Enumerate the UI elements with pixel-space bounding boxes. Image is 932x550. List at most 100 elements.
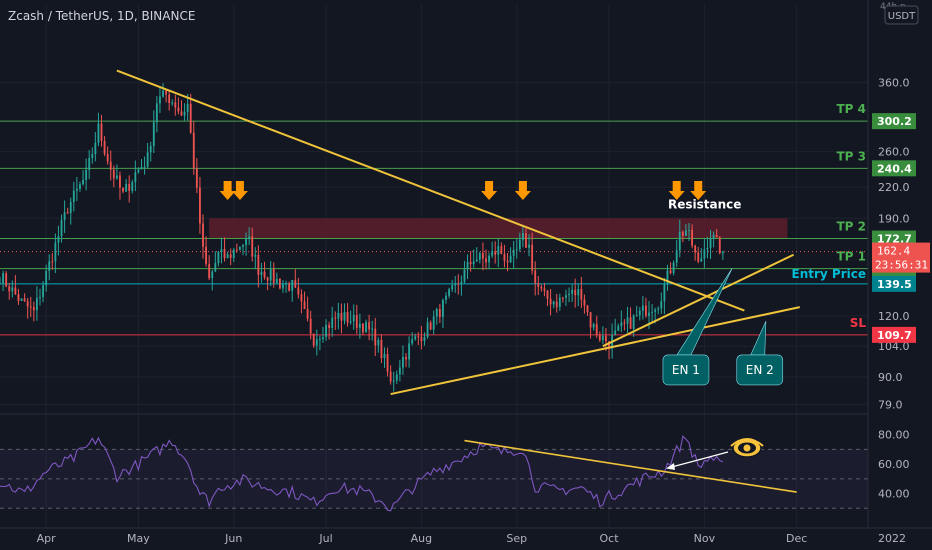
candle-body	[79, 184, 81, 189]
level-tag	[872, 113, 916, 130]
candle-body	[589, 312, 592, 328]
candle-body	[552, 301, 555, 305]
candle-body	[162, 90, 164, 97]
candle-body	[521, 233, 524, 240]
currency-button[interactable]: USDT	[888, 11, 916, 22]
candle-body	[518, 239, 521, 250]
trendline-ascending-long	[390, 306, 800, 396]
candle-body	[11, 287, 14, 292]
candle-body	[481, 253, 484, 259]
candle-body	[565, 295, 567, 298]
callout-box	[736, 354, 784, 386]
currency-button-frame[interactable]	[884, 5, 919, 25]
candle-body	[69, 201, 72, 214]
candle-body	[238, 246, 241, 250]
candle-body	[352, 314, 355, 322]
price-axis[interactable]: 360.0300.0260.0220.0190.0150.0120.0104.0…	[867, 0, 932, 528]
candle-body	[325, 324, 327, 338]
candle-body	[485, 258, 487, 263]
candle-body	[414, 336, 417, 340]
candle-body	[420, 336, 423, 342]
level-label: TP 4	[836, 102, 866, 116]
level-tag	[872, 160, 916, 177]
candle-body	[620, 322, 623, 326]
candle-body	[100, 123, 103, 142]
candle-body	[48, 261, 51, 271]
down-arrow-icon	[690, 181, 707, 201]
candle-body	[143, 166, 146, 168]
candle-body	[368, 322, 371, 330]
candle-body	[445, 295, 447, 300]
candle-body	[709, 238, 712, 248]
candle-body	[331, 317, 334, 329]
candle-body	[149, 145, 152, 153]
candle-body	[260, 271, 263, 275]
down-arrow-icon	[231, 181, 248, 201]
candle-body	[109, 161, 112, 170]
candle-body	[251, 236, 254, 257]
candle-body	[23, 298, 26, 301]
candle-body	[315, 339, 318, 346]
y-tick-label: 90.0	[878, 371, 903, 384]
eye-icon	[730, 438, 764, 458]
down-arrow-icon	[514, 181, 531, 201]
candle-body	[392, 380, 395, 382]
candle-body	[629, 317, 632, 329]
candle-body	[669, 270, 672, 274]
candle-body	[14, 287, 17, 295]
x-tick-label: Dec	[786, 532, 807, 545]
candle-body	[389, 371, 392, 382]
candle-body	[202, 223, 204, 247]
candle-body	[435, 308, 438, 317]
candle-body	[577, 289, 580, 296]
candle-body	[288, 283, 291, 291]
candle-body	[688, 229, 690, 231]
candle-body	[26, 300, 29, 307]
candle-body	[377, 339, 380, 346]
rsi-line	[0, 435, 723, 512]
rsi-panel	[0, 413, 932, 512]
y-tick-label: 260.0	[878, 146, 910, 159]
candle-body	[51, 261, 54, 263]
level-tag-value: 139.5	[877, 278, 912, 291]
candle-body	[214, 263, 217, 272]
level-tag-value: 172.7	[877, 233, 912, 246]
current-price-value: 162.4	[877, 245, 910, 258]
candle-body	[20, 298, 23, 301]
candle-body	[106, 153, 109, 162]
candle-body	[226, 254, 229, 259]
trendline-ascending-short	[602, 253, 795, 348]
candle-body	[365, 322, 367, 333]
candle-body	[528, 244, 530, 248]
candle-body	[146, 152, 149, 167]
candle-body	[5, 273, 8, 287]
candle-body	[460, 281, 463, 285]
candle-body	[681, 231, 684, 236]
candle-body	[408, 343, 411, 360]
candle-body	[454, 283, 457, 286]
callout-box	[662, 354, 710, 386]
trendlines-layer	[116, 69, 800, 396]
time-axis[interactable]: Apr May Jun Jul Aug Sep Oct Nov Dec 2022	[0, 527, 932, 550]
candle-body	[174, 102, 177, 108]
candle-body	[199, 187, 201, 224]
current-price-tag	[872, 242, 930, 273]
candle-body	[515, 249, 518, 251]
callout-label: EN 1	[672, 363, 700, 377]
candle-body	[598, 334, 601, 341]
candle-body	[426, 322, 429, 338]
candle-body	[488, 255, 490, 263]
candle-body	[651, 311, 654, 313]
y-tick-label: 190.0	[878, 212, 910, 225]
candle-body	[614, 330, 617, 335]
candle-body	[700, 258, 703, 262]
level-label: TP 2	[836, 220, 866, 234]
level-label: SL	[850, 316, 867, 330]
candle-body	[675, 250, 678, 263]
candle-body	[272, 269, 275, 283]
candle-body	[432, 316, 435, 330]
candle-body	[442, 299, 444, 318]
level-label: Entry Price	[792, 267, 866, 281]
candle-body	[448, 289, 451, 296]
